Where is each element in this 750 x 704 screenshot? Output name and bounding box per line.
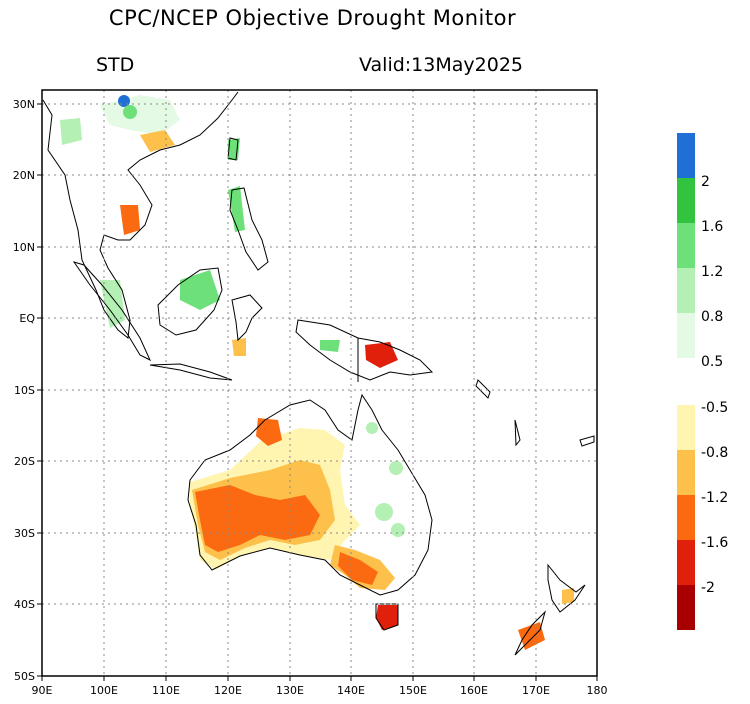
x-tick-label: 100E	[90, 684, 118, 697]
colorbar-dry-labels: -0.5 -0.8 -1.2 -1.6 -2	[701, 400, 728, 596]
x-tick-label: 170E	[522, 684, 550, 697]
colorbar-swatch-wet-3	[677, 223, 695, 268]
product-label: STD	[96, 54, 135, 76]
x-tick-label: 90E	[32, 684, 53, 697]
colorbar-label: 1.6	[701, 219, 723, 235]
colorbar-label: -1.2	[701, 490, 728, 506]
colorbar-swatch-dry-1	[677, 405, 695, 450]
colorbar-label: -0.5	[701, 400, 728, 416]
grid-lines	[42, 90, 597, 676]
x-tick-label: 150E	[399, 684, 427, 697]
colorbar-label: -0.8	[701, 445, 728, 461]
colorbar-swatch-wet-2	[677, 178, 695, 223]
colorbar-swatch-dry-5	[677, 585, 695, 630]
colorbar-label: 0.8	[701, 309, 723, 325]
x-tick-label: 130E	[276, 684, 304, 697]
y-tick-label: 40S	[14, 598, 35, 611]
valid-date-label: Valid:13May2025	[359, 54, 523, 76]
y-tick-label: 10N	[13, 241, 35, 254]
colorbar-wet	[677, 133, 695, 358]
coastlines	[42, 91, 595, 656]
colorbar-swatch-wet-4	[677, 268, 695, 313]
x-tick-labels: 90E 100E 110E 120E 130E 140E 150E 160E 1…	[32, 684, 608, 697]
colorbar-dry	[677, 405, 695, 630]
x-tick-label: 120E	[214, 684, 242, 697]
anomaly-shading	[60, 95, 574, 650]
colorbar-swatch-wet-1	[677, 133, 695, 178]
colorbar-wet-labels: 2 1.6 1.2 0.8 0.5	[701, 174, 723, 370]
map-frame	[41, 89, 598, 677]
colorbar-label: 0.5	[701, 354, 723, 370]
x-tick-label: 180	[587, 684, 608, 697]
x-tick-label: 110E	[152, 684, 180, 697]
tick-marks	[37, 103, 598, 681]
colorbar-swatch-wet-5	[677, 313, 695, 358]
colorbar-swatch-dry-2	[677, 450, 695, 495]
colorbar-label: -1.6	[701, 535, 728, 551]
colorbar-label: 1.2	[701, 264, 723, 280]
colorbar-swatch-dry-3	[677, 495, 695, 540]
page-title: CPC/NCEP Objective Drought Monitor	[108, 6, 517, 30]
y-tick-label: 10S	[14, 384, 35, 397]
y-tick-label: EQ	[19, 312, 35, 325]
y-tick-label: 50S	[14, 670, 35, 683]
y-tick-label: 20N	[13, 169, 35, 182]
colorbar-swatch-dry-4	[677, 540, 695, 585]
colorbar-label: 2	[701, 174, 710, 190]
x-tick-label: 160E	[460, 684, 488, 697]
y-tick-label: 30S	[14, 527, 35, 540]
y-tick-label: 20S	[14, 455, 35, 468]
y-tick-labels: 30N 20N 10N EQ 10S 20S 30S 40S 50S	[13, 98, 36, 683]
y-tick-label: 30N	[13, 98, 35, 111]
colorbar-label: -2	[701, 580, 715, 596]
x-tick-label: 140E	[337, 684, 365, 697]
